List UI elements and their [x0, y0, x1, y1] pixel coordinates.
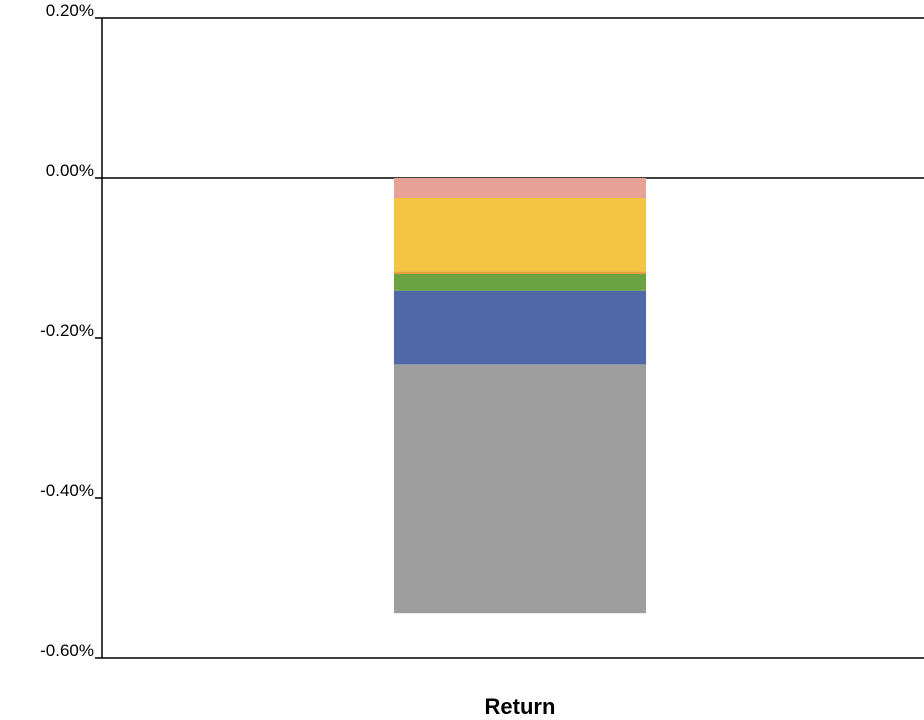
bar-segment-3 — [394, 271, 646, 274]
x-axis-label: Return — [485, 694, 556, 719]
bars — [394, 178, 646, 614]
y-tick-label: -0.60% — [40, 641, 94, 660]
y-tick-label: -0.20% — [40, 321, 94, 340]
bar-segment-2 — [394, 198, 646, 272]
y-tick-label: -0.40% — [40, 481, 94, 500]
bar-segment-4 — [394, 274, 646, 291]
y-tick-label: 0.00% — [46, 161, 94, 180]
y-axis-ticks: 0.20% 0.00% -0.20% -0.40% -0.60% — [40, 1, 102, 660]
bar-segment-6 — [394, 364, 646, 614]
y-tick-label: 0.20% — [46, 1, 94, 20]
bar-segment-5 — [394, 290, 646, 365]
bar-segment-1 — [394, 178, 646, 198]
